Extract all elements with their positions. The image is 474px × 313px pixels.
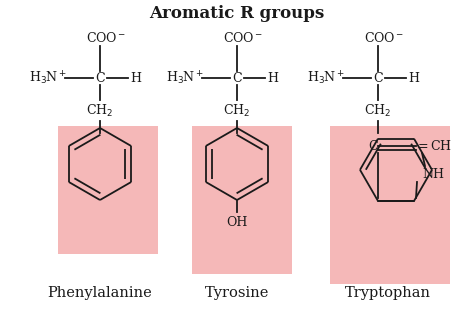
Text: C: C [368,140,378,152]
Text: COO$^-$: COO$^-$ [223,31,263,45]
Bar [58,126,158,254]
Text: C: C [95,71,105,85]
Text: COO$^-$: COO$^-$ [364,31,404,45]
Text: Phenylalanine: Phenylalanine [47,286,152,300]
Text: H$_3$N$^+$: H$_3$N$^+$ [166,69,204,87]
Text: Aromatic R groups: Aromatic R groups [149,6,325,23]
Text: Tyrosine: Tyrosine [205,286,269,300]
Text: CH$_2$: CH$_2$ [223,103,251,119]
Text: COO$^-$: COO$^-$ [86,31,126,45]
Text: H: H [267,71,279,85]
Text: CH$_2$: CH$_2$ [86,103,114,119]
Text: Tryptophan: Tryptophan [345,286,431,300]
Bar [330,126,450,284]
Text: H$_3$N$^+$: H$_3$N$^+$ [307,69,345,87]
Text: C: C [373,71,383,85]
Text: NH: NH [422,167,444,181]
Text: C: C [232,71,242,85]
Text: CH$_2$: CH$_2$ [365,103,392,119]
Text: OH: OH [226,215,248,228]
Bar [192,126,292,274]
Text: H$_3$N$^+$: H$_3$N$^+$ [29,69,67,87]
Text: $=$CH: $=$CH [415,139,453,153]
Text: H: H [130,71,142,85]
Text: H: H [409,71,419,85]
